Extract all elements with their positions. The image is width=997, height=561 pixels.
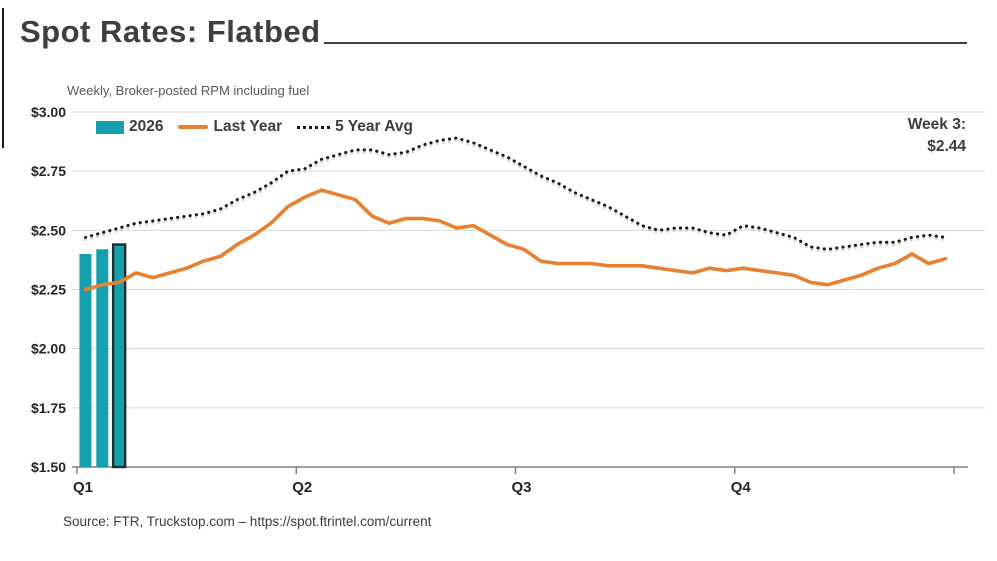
legend-label-2026: 2026 [129, 118, 164, 135]
x-axis-label: Q3 [512, 479, 532, 496]
bar-week-3 [111, 243, 127, 469]
chart-subtitle: Weekly, Broker-posted RPM including fuel [67, 83, 310, 98]
page-title: Spot Rates: Flatbed [20, 14, 321, 49]
legend-item-last-year: Last Year [178, 118, 282, 136]
current-week-annotation: Week 3: $2.44 [908, 114, 966, 158]
y-axis-label: $3.00 [31, 104, 66, 120]
x-axis-label: Q2 [292, 479, 312, 496]
y-axis-label: $2.25 [31, 282, 66, 298]
bar-week-1 [79, 254, 92, 467]
x-axis-label: Q1 [73, 479, 93, 496]
title-row: Spot Rates: Flatbed [20, 14, 967, 50]
y-axis-label: $1.50 [31, 459, 66, 475]
title-underline [323, 41, 967, 44]
y-axis-label: $1.75 [31, 400, 66, 416]
five-year-avg-line [83, 136, 948, 251]
annotation-value: $2.44 [927, 138, 966, 155]
line-swatch-icon [178, 125, 209, 129]
legend-item-2026: 2026 [96, 118, 163, 136]
dotted-swatch-icon [297, 125, 331, 129]
left-accent-bar [2, 8, 4, 148]
last-year-line [83, 188, 948, 292]
legend-label-5-year-avg: 5 Year Avg [335, 118, 413, 135]
source-note: Source: FTR, Truckstop.com – https://spo… [63, 514, 432, 529]
y-axis-label: $2.00 [31, 341, 66, 357]
bar-swatch-icon [96, 120, 124, 134]
bar-week-2 [96, 249, 109, 467]
y-axis-label: $2.50 [31, 222, 66, 238]
legend-item-5-year-avg: 5 Year Avg [297, 118, 413, 136]
five-year-avg-line-shadow [83, 138, 948, 254]
y-axis-label: $2.75 [31, 163, 66, 179]
annotation-week-label: Week 3: [907, 116, 966, 133]
x-axis-label: Q4 [731, 479, 752, 496]
legend-label-last-year: Last Year [213, 118, 283, 135]
chart-legend: 2026 Last Year 5 Year Avg [96, 118, 413, 136]
